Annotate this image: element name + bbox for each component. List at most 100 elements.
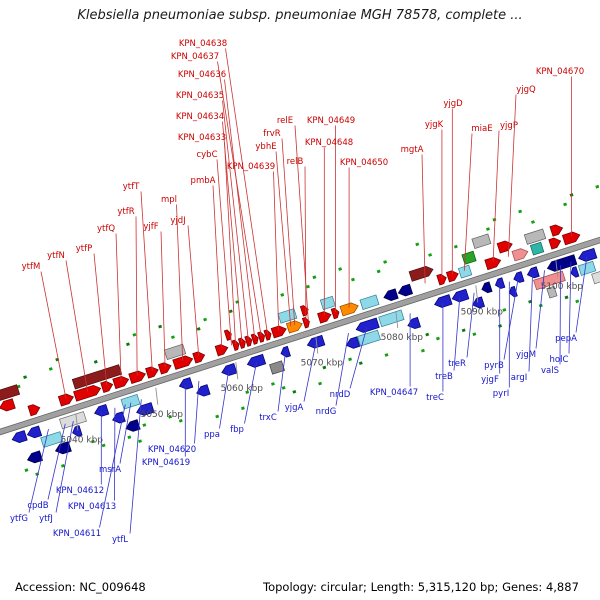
gene-glyph[interactable] [570,266,580,279]
gene-glyph[interactable] [301,317,311,329]
gene-glyph[interactable] [178,377,194,391]
gene-label[interactable]: KPN_04639 [227,162,275,172]
gene-label[interactable]: mgtA [401,145,424,155]
gene-label[interactable]: KPN_04636 [178,70,226,80]
gene-label[interactable]: yjgM [516,350,536,360]
gene-label[interactable]: ytfP [76,244,92,254]
gene-glyph[interactable] [195,384,211,398]
gene-glyph[interactable] [277,308,298,324]
gene-label[interactable]: pyrI [493,389,509,399]
gene-label[interactable]: valS [541,366,559,376]
gene-glyph[interactable] [192,350,206,364]
gene-label[interactable]: pyrB [484,361,504,371]
gene-glyph[interactable] [285,319,303,334]
gene-label[interactable]: treB [435,372,453,382]
gene-glyph[interactable] [71,364,123,390]
gene-label[interactable]: yjgF [481,375,499,385]
gene-label[interactable]: KPN_04611 [53,529,101,539]
gene-label[interactable]: yjdJ [170,216,185,226]
gene-label[interactable]: KPN_04633 [178,133,226,143]
gene-glyph[interactable] [382,288,399,303]
gene-glyph[interactable] [269,360,285,375]
gene-label[interactable]: ytfT [123,182,140,192]
gene-glyph[interactable] [339,301,360,317]
gene-label[interactable]: ytfQ [97,224,115,234]
gene-glyph[interactable] [244,335,254,347]
gene-label[interactable]: ytfR [117,207,134,217]
gene-glyph[interactable] [330,307,340,320]
gene-label[interactable]: ytfN [47,251,65,261]
gene-glyph[interactable] [71,425,83,438]
gene-glyph[interactable] [529,241,545,256]
gene-label[interactable]: cpdB [27,501,48,511]
gene-label[interactable]: argI [511,373,527,383]
gene-label[interactable]: mpl [161,195,177,205]
gene-glyph[interactable] [397,283,414,298]
gene-label[interactable]: KPN_04613 [68,502,116,512]
gene-label[interactable]: ytfM [22,262,41,272]
gene-glyph[interactable] [250,333,260,345]
gene-glyph[interactable] [172,354,194,370]
gene-glyph[interactable] [157,361,172,375]
gene-label[interactable]: ytfL [112,535,128,545]
gene-label[interactable]: yjfF [143,222,158,232]
gene-glyph[interactable] [496,239,514,254]
gene-label[interactable]: yjgK [425,120,444,130]
gene-label[interactable]: ppa [204,430,220,440]
gene-glyph[interactable] [26,425,43,440]
gene-glyph[interactable] [548,236,562,250]
gene-glyph[interactable] [357,329,381,347]
gene-label[interactable]: msrA [99,465,121,475]
gene-label[interactable]: KPN_04650 [340,158,388,168]
gene-glyph[interactable] [445,269,459,283]
gene-glyph[interactable] [93,404,110,418]
gene-label[interactable]: ytfG [10,514,28,524]
gene-glyph[interactable] [220,363,238,377]
gene-glyph[interactable] [145,365,160,379]
gene-label[interactable]: nrdD [330,390,351,400]
gene-glyph[interactable] [279,345,291,358]
gene-label[interactable]: KPN_04649 [307,116,355,126]
gene-glyph[interactable] [436,273,448,286]
gene-label[interactable]: frvR [263,129,281,139]
gene-label[interactable]: KPN_04620 [148,445,196,455]
gene-glyph[interactable] [27,403,41,417]
gene-glyph[interactable] [461,250,477,265]
gene-label[interactable]: KPN_04637 [171,52,219,62]
gene-label[interactable]: treC [426,393,444,403]
gene-glyph[interactable] [306,334,326,350]
gene-glyph[interactable] [246,353,267,369]
gene-label[interactable]: cybC [196,150,217,160]
gene-label[interactable]: KPN_04647 [370,388,418,398]
gene-label[interactable]: nrdG [316,407,337,417]
gene-label[interactable]: yjgQ [516,85,536,95]
gene-label[interactable]: KPN_04635 [176,91,224,101]
gene-glyph[interactable] [406,316,422,330]
gene-glyph[interactable] [359,294,380,311]
gene-label[interactable]: yjgP [500,121,518,131]
gene-glyph[interactable] [523,228,547,245]
gene-glyph[interactable] [408,265,434,282]
gene-glyph[interactable] [355,317,380,334]
gene-label[interactable]: KPN_04638 [179,39,227,49]
gene-glyph[interactable] [317,310,333,324]
gene-label[interactable]: trxC [259,413,277,423]
gene-glyph[interactable] [561,230,581,246]
gene-glyph[interactable] [128,369,147,384]
gene-glyph[interactable] [26,450,44,465]
gene-glyph[interactable] [120,394,141,410]
gene-glyph[interactable] [577,260,597,276]
gene-label[interactable]: fbp [230,425,244,435]
gene-label[interactable]: yjgD [443,99,463,109]
gene-glyph[interactable] [591,270,600,285]
gene-label[interactable]: KPN_04648 [305,138,353,148]
gene-label[interactable]: ytfJ [39,514,53,524]
gene-glyph[interactable] [263,329,273,341]
gene-glyph[interactable] [237,337,247,349]
gene-glyph[interactable] [73,383,103,402]
gene-glyph[interactable] [345,336,361,350]
gene-label[interactable]: KPN_04612 [56,486,104,496]
gene-label[interactable]: pmbA [191,176,216,186]
gene-glyph[interactable] [231,339,241,351]
gene-glyph[interactable] [223,329,233,341]
